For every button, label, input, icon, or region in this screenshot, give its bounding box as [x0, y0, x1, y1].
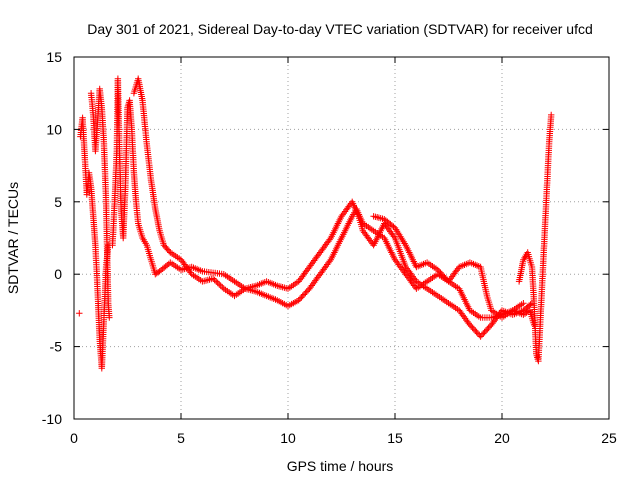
y-tick-label: -10	[42, 411, 62, 427]
data-point	[308, 282, 315, 289]
x-tick-label: 15	[387, 430, 403, 446]
data-point	[303, 288, 310, 295]
y-tick-label: -5	[50, 339, 63, 355]
data-point	[438, 271, 445, 278]
data-point	[213, 278, 220, 285]
x-tick-label: 0	[70, 430, 78, 446]
data-point	[435, 268, 443, 275]
chart-title: Day 301 of 2021, Sidereal Day-to-day VTE…	[87, 21, 593, 37]
data-point	[460, 313, 468, 320]
data-point	[326, 236, 333, 243]
data-point	[480, 330, 487, 337]
data-point	[481, 328, 488, 336]
x-axis-label: GPS time / hours	[287, 458, 394, 474]
data-point	[302, 289, 309, 297]
data-point	[477, 333, 484, 340]
data-point	[299, 292, 306, 300]
data-point	[473, 328, 480, 336]
data-point	[466, 321, 474, 329]
data-point	[295, 297, 302, 304]
data-point	[219, 284, 226, 291]
data-point	[439, 272, 447, 279]
data-point	[216, 281, 223, 288]
data-point	[434, 266, 441, 274]
data-point	[520, 300, 527, 307]
data-point	[527, 301, 534, 308]
data-point	[340, 209, 348, 217]
data-point	[470, 326, 478, 333]
y-tick-label: 5	[54, 194, 62, 210]
data-point	[383, 223, 390, 230]
data-point	[484, 326, 491, 333]
data-point	[214, 279, 221, 287]
data-point	[319, 246, 326, 253]
plot-frame	[73, 56, 610, 420]
data-point	[180, 259, 187, 267]
data-point	[468, 323, 475, 330]
data-point	[412, 276, 419, 283]
x-tick-label: 5	[177, 430, 185, 446]
y-tick-label: 0	[54, 266, 62, 282]
data-point	[106, 314, 113, 321]
data-point	[321, 264, 329, 271]
data-point	[407, 277, 414, 284]
data-point	[478, 331, 486, 339]
data-point	[296, 295, 304, 302]
y-tick-label: 15	[46, 49, 62, 65]
data-point	[472, 327, 479, 334]
data-point	[390, 233, 397, 240]
data-point	[474, 330, 482, 337]
data-point	[217, 282, 224, 289]
data-point	[306, 263, 313, 271]
x-tick-label: 10	[280, 430, 296, 446]
data-point	[211, 276, 218, 284]
data-point	[209, 275, 217, 282]
data-point	[490, 318, 497, 325]
data-point	[469, 324, 476, 331]
data-point	[76, 310, 83, 317]
data-point	[165, 247, 173, 255]
y-tick-label: 10	[46, 121, 62, 137]
data-points	[76, 75, 555, 372]
data-point	[548, 111, 555, 119]
axis-ticks: 0 5 10 15 20 25 -10 -5 0 5 10 15	[42, 49, 617, 446]
x-tick-label: 20	[494, 430, 510, 446]
data-point	[394, 259, 401, 267]
data-point	[326, 258, 333, 265]
data-point	[187, 269, 194, 276]
data-point	[441, 273, 448, 281]
data-point	[530, 321, 538, 329]
data-point	[300, 291, 308, 298]
x-tick-label: 25	[601, 430, 617, 446]
y-axis-label: SDTVAR / TECUs	[5, 182, 21, 294]
data-point	[485, 324, 492, 331]
